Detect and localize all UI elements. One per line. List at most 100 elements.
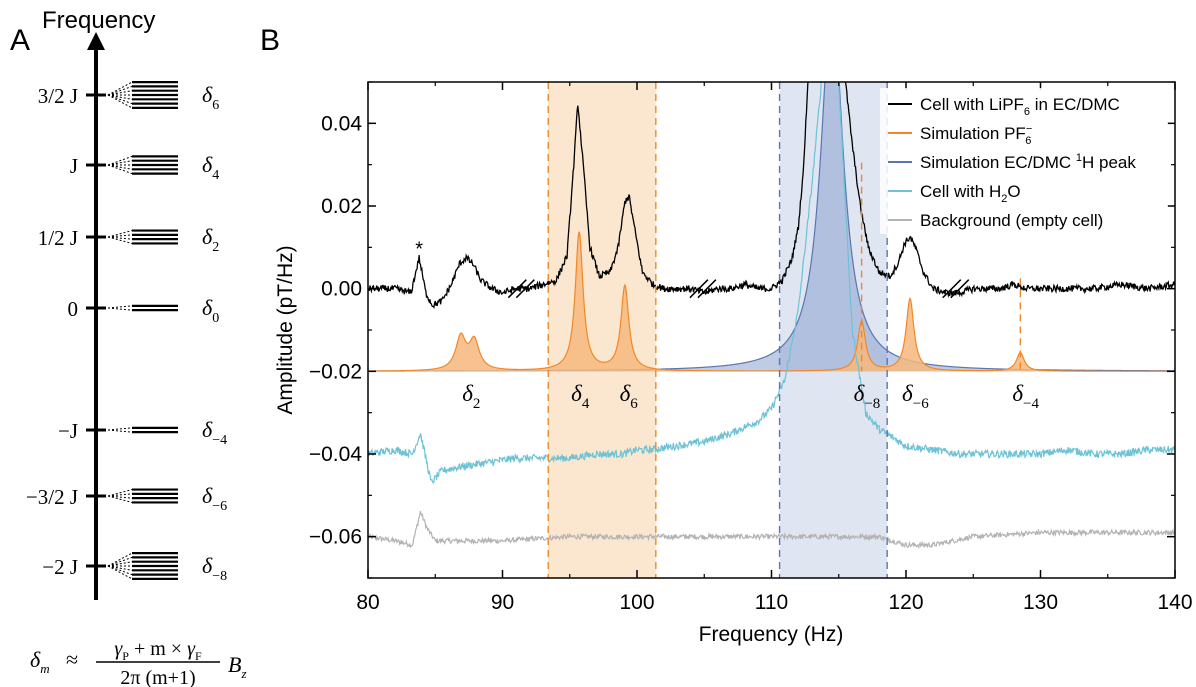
series-cell-lipf6 <box>368 82 1175 309</box>
x-tick-label: 140 <box>1157 591 1192 614</box>
panel-a-axis-label: Frequency <box>42 7 155 34</box>
formula-approx: ≈ <box>66 647 78 672</box>
axis-break-mark <box>697 279 717 299</box>
legend-label: Cell with LiPF6 in EC/DMC <box>920 95 1120 118</box>
legend-background <box>880 88 1168 234</box>
series-background <box>368 510 1175 550</box>
dashed-markers <box>547 82 1022 578</box>
peak-labels: δ2 δ4 δ6 δ−8 δ−6 δ−4 <box>462 381 1039 412</box>
level-fan-line <box>107 234 133 238</box>
level-fan-line <box>107 230 133 238</box>
legend-item: Background (empty cell) <box>888 211 1103 230</box>
level-fan-line <box>107 81 133 96</box>
level-delta-label: δ2 <box>202 224 219 255</box>
peak-label: δ6 <box>620 381 639 412</box>
peak-label: δ2 <box>462 381 480 412</box>
level-fan-line <box>107 427 133 431</box>
level-tick-label: 1/2 J <box>38 226 78 250</box>
y-tick-label: −0.06 <box>309 526 362 549</box>
shaded-band-orange <box>548 82 656 578</box>
level-tick-label: −J <box>58 419 78 443</box>
legend-label: Simulation EC/DMC 1H peak <box>920 152 1136 172</box>
level-fan-line <box>107 160 133 166</box>
legend-item: Cell with H2O <box>888 182 1021 205</box>
formula-rhs: Bz <box>228 652 247 681</box>
level-tick-label: 0 <box>68 297 79 321</box>
level-fan-line <box>107 429 133 433</box>
panel-a: A Frequency 3/2 J δ6 J δ4 1/2 J δ2 0 δ0 −J δ−4 −3/… <box>10 7 247 687</box>
level-fan-line <box>107 565 133 571</box>
level-fan-line <box>107 565 133 576</box>
level-fan-line <box>107 236 133 240</box>
y-axis-ticks: −0.06 −0.04 −0.02 0.00 0.02 0.04 <box>309 81 1175 579</box>
panel-b: B 80 90 100 110 120 130 140 −0.06 −0.04 −0.02 0.0… <box>260 24 1193 646</box>
level-fan-line <box>107 305 133 309</box>
peak-label: δ4 <box>571 381 590 412</box>
level-−6: −3/2 J δ−6 <box>26 483 227 514</box>
level-0: 0 δ0 <box>68 295 220 326</box>
x-tick-label: 90 <box>491 591 514 614</box>
level-delta-label: δ−4 <box>202 417 227 448</box>
x-tick-label: 130 <box>1023 591 1058 614</box>
formula: δm ≈ γP + m × γF 2π (m+1) Bz <box>30 638 247 687</box>
level-fan-line <box>107 495 133 503</box>
peak-label: δ−6 <box>902 381 929 412</box>
axis-break-mark <box>689 279 709 299</box>
level-delta-label: δ0 <box>202 295 219 326</box>
level-delta-label: δ−6 <box>202 483 227 514</box>
x-axis-label: Frequency (Hz) <box>699 623 844 646</box>
legend-label: Cell with H2O <box>920 182 1021 205</box>
level-fan-line <box>107 94 133 105</box>
x-tick-label: 110 <box>755 591 788 614</box>
level-fan-line <box>107 489 133 497</box>
level-−8: −2 J δ−8 <box>42 551 227 584</box>
legend-label: Background (empty cell) <box>920 211 1103 230</box>
asterisk-annotation: * <box>415 238 423 260</box>
panel-b-label: B <box>260 24 280 57</box>
y-tick-label: −0.02 <box>309 360 362 383</box>
legend-label: Simulation PF− 6 <box>920 123 1032 147</box>
legend-item: Cell with LiPF6 in EC/DMC <box>888 95 1120 118</box>
level-delta-label: δ6 <box>202 82 219 113</box>
formula-denominator: 2π (m+1) <box>120 667 195 687</box>
level-fan-line <box>107 556 133 567</box>
level-fan-line <box>107 552 133 567</box>
level-2: 1/2 J δ2 <box>38 224 220 255</box>
formula-lhs: δm <box>30 647 50 676</box>
y-tick-label: 0.04 <box>321 112 362 135</box>
y-tick-label: −0.04 <box>309 443 362 466</box>
level-fan-line <box>107 94 133 100</box>
level-fan-line <box>107 495 133 499</box>
axis-break-mark <box>942 279 962 299</box>
x-tick-label: 80 <box>356 591 379 614</box>
level-tick-label: −2 J <box>42 555 78 579</box>
panel-a-levels: 3/2 J δ6 J δ4 1/2 J δ2 0 δ0 −J δ−4 −3/2 J δ−6 −2 J δ−… <box>26 80 227 584</box>
legend-item: Simulation EC/DMC 1H peak <box>888 152 1136 172</box>
y-axis-label: Amplitude (pT/Hz) <box>274 245 297 414</box>
level-fan-line <box>107 164 133 170</box>
level-fan-line <box>107 561 133 567</box>
y-tick-label: 0.02 <box>321 195 362 218</box>
level-tick-label: −3/2 J <box>26 485 78 509</box>
peak-label: δ−4 <box>1012 381 1039 412</box>
level-tick-label: J <box>70 154 78 178</box>
formula-numerator: γP + m × γF <box>114 638 202 663</box>
axis-break-mark <box>507 279 527 299</box>
series-sim-pf6-fill <box>368 231 1175 372</box>
level-fan-line <box>107 307 133 311</box>
level-fan-line <box>107 85 133 96</box>
level-fan-line <box>107 493 133 497</box>
legend-item: Simulation PF− 6 <box>888 123 1032 147</box>
series-sim-pf6 <box>368 231 1175 372</box>
x-axis-ticks: 80 90 100 110 120 130 140 <box>356 82 1193 614</box>
panel-a-label: A <box>10 24 30 57</box>
level-fan-line <box>107 90 133 96</box>
level-fan-line <box>107 565 133 580</box>
series-layer <box>368 82 1175 550</box>
level-fan-line <box>107 164 133 175</box>
level-delta-label: δ4 <box>202 152 219 183</box>
level-−4: −J δ−4 <box>58 417 227 448</box>
legend: Cell with LiPF6 in EC/DMC Simulation PF− 6… <box>880 88 1168 234</box>
